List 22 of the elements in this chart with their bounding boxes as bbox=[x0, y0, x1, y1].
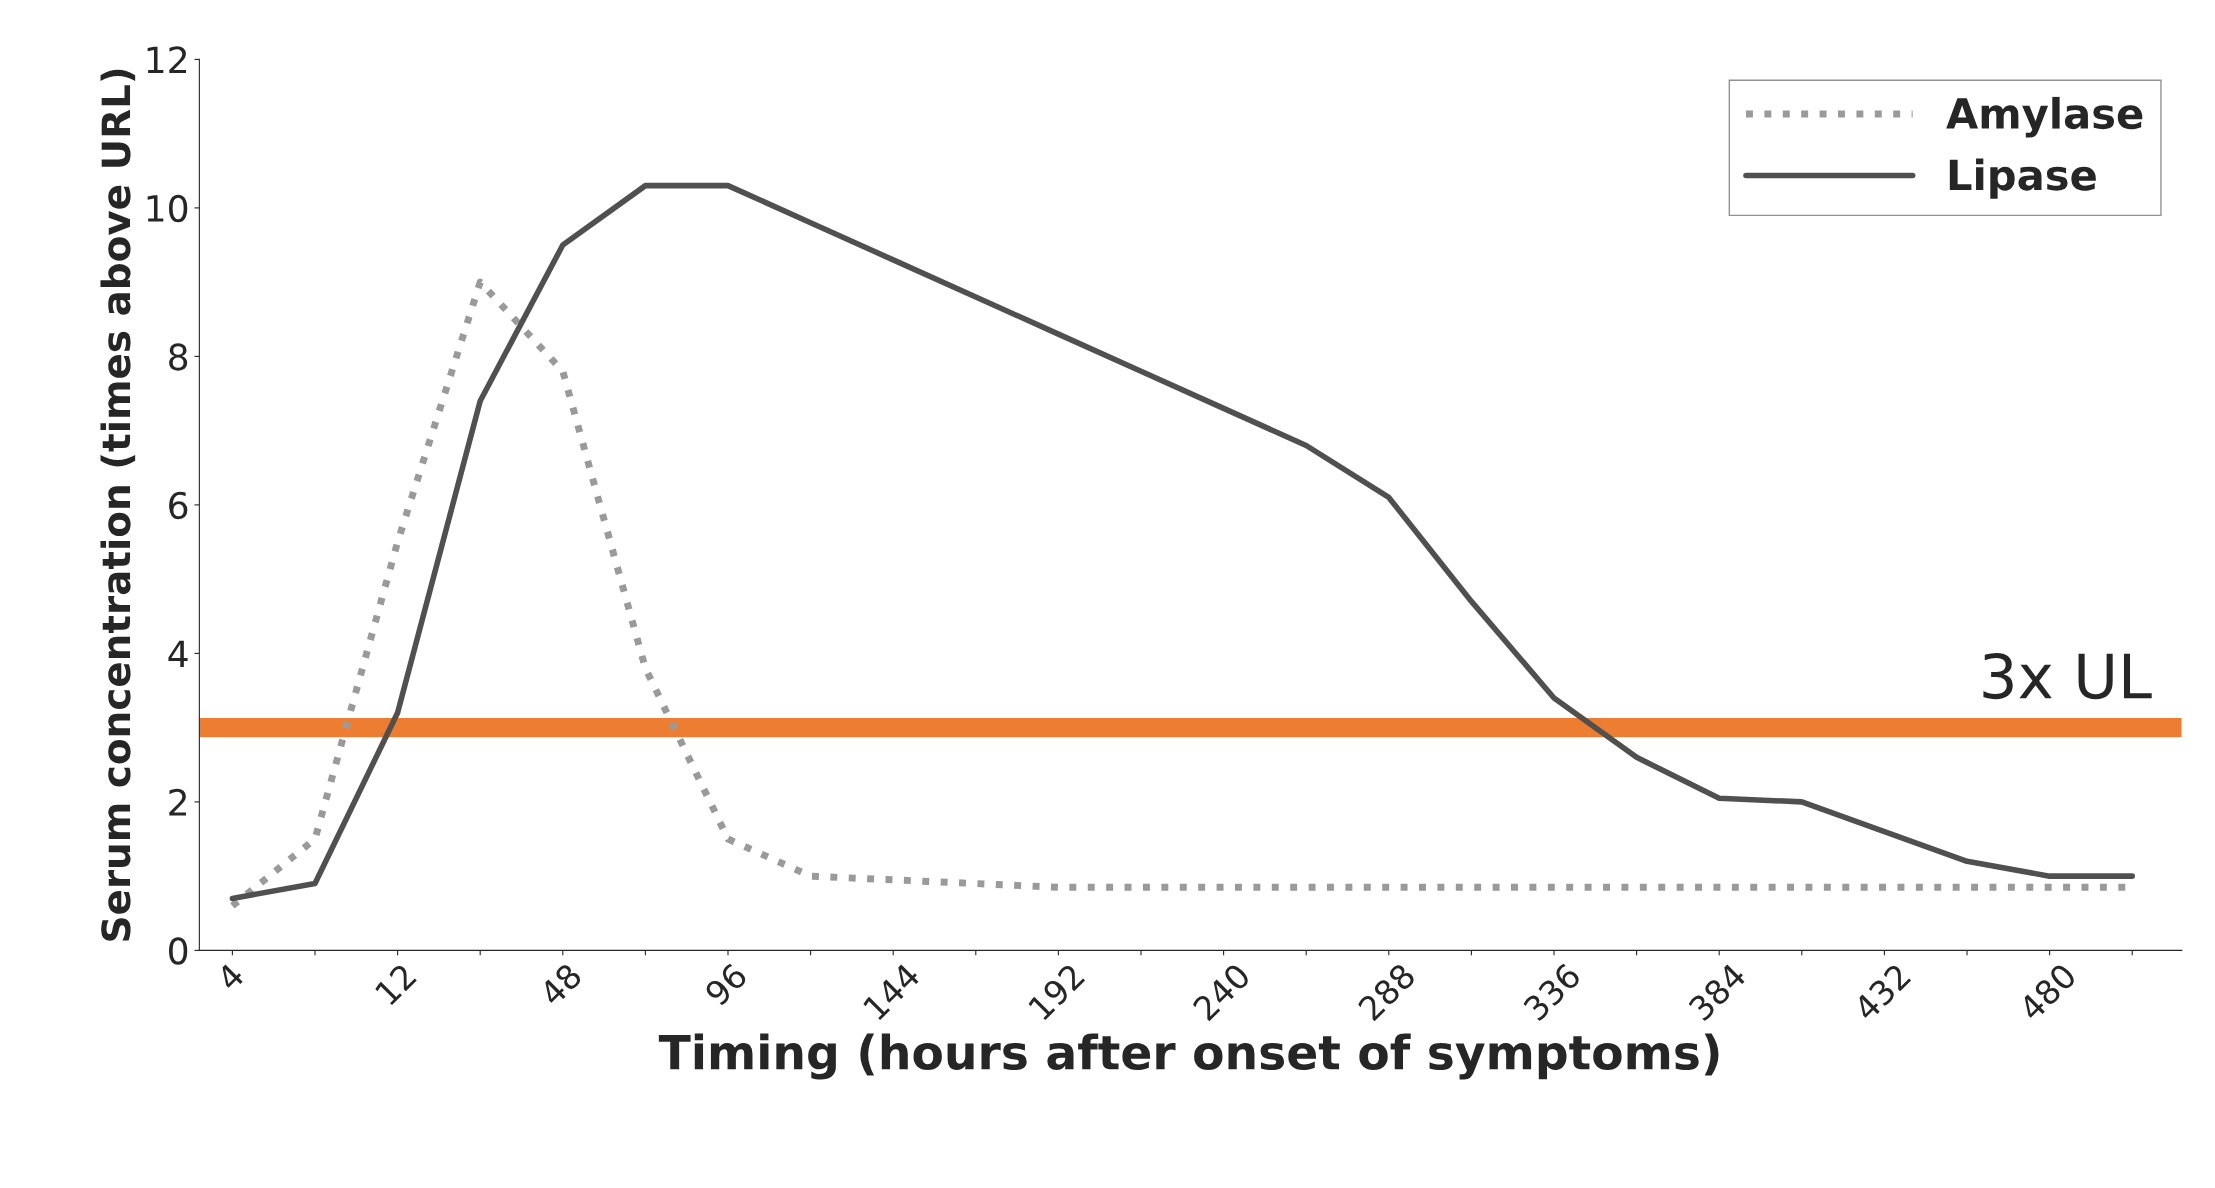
legend-label: Lipase bbox=[1949, 158, 2096, 199]
x-tick-label: 144 bbox=[862, 962, 921, 1021]
x-tick-label: 240 bbox=[1191, 962, 1252, 1022]
x-tick-label: 4 bbox=[215, 962, 246, 992]
x-tick-label: 288 bbox=[1357, 962, 1417, 1022]
x-tick-label: 480 bbox=[2017, 962, 2078, 1023]
y-tick-label: 12 bbox=[147, 46, 187, 74]
x-tick-label: 12 bbox=[374, 962, 417, 1006]
legend-label: Amylase bbox=[1946, 96, 2143, 138]
x-axis-title: Timing (hours after onset of symptoms) bbox=[658, 1033, 1719, 1080]
y-tick-label: 8 bbox=[169, 343, 188, 371]
x-tick-label: 96 bbox=[703, 962, 749, 1007]
ref-line-label: 3x UL bbox=[1983, 652, 2152, 700]
y-axis-title: Serum concentration (times above URL) bbox=[100, 69, 136, 941]
x-tick-label: 192 bbox=[1027, 962, 1086, 1021]
x-tick-label: 432 bbox=[1852, 962, 1912, 1023]
y-tick-label: 6 bbox=[169, 491, 188, 520]
y-tick-label: 10 bbox=[147, 194, 188, 223]
y-tick-label: 4 bbox=[168, 640, 188, 668]
x-tick-label: 48 bbox=[537, 962, 584, 1008]
y-tick-label: 0 bbox=[169, 937, 188, 965]
y-tick-label: 2 bbox=[169, 788, 187, 816]
